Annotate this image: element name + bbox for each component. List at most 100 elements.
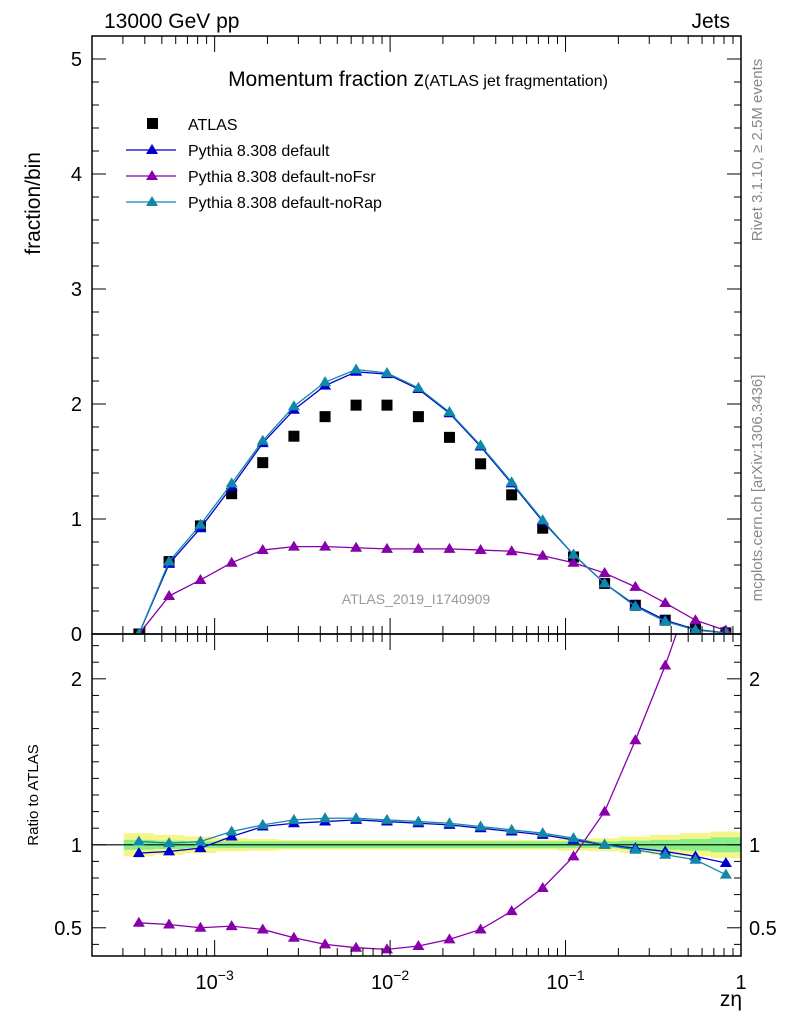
- top-ylabel: fraction/bin: [22, 152, 45, 255]
- xtick-label-2: 10−1: [546, 967, 584, 994]
- top-point-noFsr-11: [474, 544, 487, 555]
- top-ytick-label-5: 5: [71, 49, 82, 71]
- legend-label-nofsr: Pythia 8.308 default-noFsr: [188, 169, 376, 186]
- ratio-point-noFsr-14: [567, 850, 580, 861]
- bottom-frame: [91, 633, 742, 957]
- ratio-point-noRap-0: [132, 835, 145, 846]
- xtick-exponent-2: −1: [569, 967, 585, 983]
- ratio-point-noFsr-10: [443, 933, 456, 944]
- ratio-point-noRap-1: [163, 837, 176, 848]
- ratio-point-noFsr-15: [598, 805, 611, 816]
- atlas-point-10: [443, 431, 455, 443]
- ratio-line-noRap: [138, 817, 727, 876]
- top-ytick-label-1: 1: [71, 509, 82, 531]
- top-point-noFsr-15: [598, 567, 611, 578]
- atlas-point-13: [537, 522, 549, 534]
- ratio-point-noFsr-5: [287, 931, 300, 942]
- legend-marker-nofsr: [146, 170, 158, 180]
- legend-marker-norap: [146, 196, 158, 206]
- ratio-point-noRap-6: [319, 812, 332, 823]
- top-line-noFsr: [138, 545, 727, 634]
- ratio-point-noRap-12: [505, 823, 518, 834]
- top-point-noRap-11: [474, 439, 487, 450]
- atlas-point-8: [381, 399, 393, 411]
- ratio-point-noRap-7: [350, 812, 363, 823]
- ratio-point-noRap-17: [659, 848, 672, 859]
- top-point-noRap-17: [659, 615, 672, 626]
- ratio-point-noFsr-13: [536, 881, 549, 892]
- ratio-point-noRap-13: [536, 827, 549, 838]
- bottom-plot-area: [92, 634, 741, 954]
- top-point-noRap-18: [689, 623, 702, 634]
- top-ytick-label-2: 2: [71, 394, 82, 416]
- ratio-point-noRap-3: [225, 825, 238, 836]
- top-line-noRap: [138, 368, 726, 634]
- ratio-point-noRap-15: [598, 838, 611, 849]
- top-title-main: Momentum fraction z: [228, 68, 424, 91]
- top-title-sub: (ATLAS jet fragmentation): [424, 73, 608, 90]
- ratio-point-noRap-19: [719, 868, 732, 879]
- ratio-point-noFsr-16: [629, 734, 642, 745]
- legend-marker-atlas: [147, 118, 158, 129]
- legend-label-norap: Pythia 8.308 default-noRap: [188, 195, 382, 212]
- ratio-point-noRap-9: [412, 815, 425, 826]
- top-point-noFsr-3: [225, 556, 238, 567]
- ratio-point-noFsr-0: [132, 916, 145, 927]
- top-ytick-label-4: 4: [71, 164, 82, 186]
- top-point-noFsr-16: [629, 580, 642, 591]
- top-point-noRap-6: [319, 376, 332, 387]
- ratio-point-noFsr-17: [659, 659, 672, 670]
- header-right: Jets: [691, 10, 730, 33]
- bottom-ytick-label-2: 2: [71, 669, 82, 691]
- xtick-exponent-1: −2: [393, 967, 409, 983]
- ratio-point-noRap-18: [689, 853, 702, 864]
- ratio-point-default-19: [719, 857, 732, 868]
- atlas-point-3: [226, 488, 238, 500]
- atlas-point-12: [506, 489, 518, 501]
- top-point-noRap-2: [194, 518, 207, 529]
- ratio-point-noFsr-1: [163, 918, 176, 929]
- ratio-point-default-2: [194, 842, 207, 853]
- xtick-base-2: 10: [546, 972, 568, 994]
- legend-label-atlas: ATLAS: [188, 117, 238, 134]
- top-point-noFsr-9: [412, 542, 425, 553]
- top-title: Momentum fraction z(ATLAS jet fragmentat…: [228, 68, 608, 91]
- legend-marker-default: [146, 144, 158, 154]
- top-point-noRap-12: [505, 476, 518, 487]
- top-point-noRap-4: [256, 434, 269, 445]
- atlas-point-9: [412, 411, 424, 423]
- ratio-point-default-1: [163, 845, 176, 856]
- top-point-noFsr-4: [256, 544, 269, 555]
- ratio-point-noRap-8: [380, 813, 393, 824]
- top-point-noRap-0: [135, 628, 143, 634]
- top-point-noFsr-10: [443, 542, 456, 553]
- ratio-point-noFsr-4: [256, 923, 269, 934]
- xtick-base-3: 1: [735, 972, 746, 994]
- top-line-default: [138, 371, 726, 634]
- ratio-point-noFsr-11: [474, 923, 487, 934]
- top-point-noRap-1: [163, 555, 176, 566]
- top-point-noRap-13: [536, 514, 549, 525]
- ratio-point-noRap-2: [194, 835, 207, 846]
- bottom-ytick-label-1: 1: [71, 835, 82, 857]
- top-point-noRap-8: [380, 366, 393, 377]
- top-point-noFsr-18: [689, 614, 702, 625]
- legend: ATLAS Pythia 8.308 default Pythia 8.308 …: [126, 117, 382, 212]
- ratio-point-noFsr-7: [350, 941, 363, 952]
- ratio-point-noFsr-12: [505, 905, 518, 916]
- ratio-point-noRap-4: [256, 818, 269, 829]
- top-point-noRap-16: [629, 600, 642, 611]
- top-point-noRap-5: [287, 400, 300, 411]
- ratio-point-noFsr-6: [319, 938, 332, 949]
- top-point-noRap-3: [225, 477, 238, 488]
- legend-label-default: Pythia 8.308 default: [188, 143, 330, 160]
- top-point-noRap-15: [598, 577, 611, 588]
- header-left: 13000 GeV pp: [104, 10, 239, 33]
- atlas-point-6: [319, 411, 331, 423]
- ratio-point-noRap-16: [629, 843, 642, 854]
- top-point-noFsr-13: [536, 549, 549, 560]
- atlas-point-11: [475, 458, 487, 470]
- top-ytick-label-0: 0: [71, 624, 82, 646]
